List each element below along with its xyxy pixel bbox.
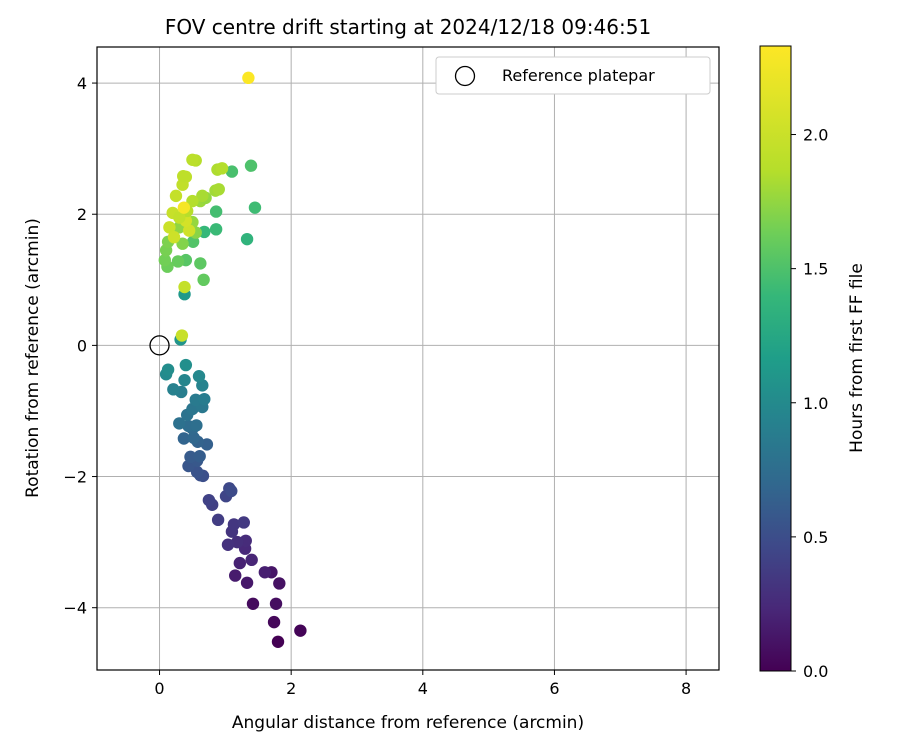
y-tick-label: 0 [77, 336, 87, 355]
scatter-point [209, 223, 223, 236]
scatter-point [246, 597, 260, 610]
scatter-point [175, 329, 189, 342]
reference-marker-layer [149, 335, 170, 356]
scatter-point [198, 392, 211, 406]
scatter-point [179, 358, 193, 372]
colorbar-tick-label: 0.0 [803, 662, 828, 681]
colorbar-ticks: 0.0 0.5 1.0 1.5 2.0 [791, 126, 828, 681]
scatter-point [192, 370, 206, 383]
y-axis-ticks: −4 −2 0 2 4 [63, 74, 97, 618]
scatter-point [248, 201, 262, 214]
reference-platepar-marker [149, 335, 170, 356]
scatter-point [163, 221, 176, 234]
scatter-point [171, 255, 185, 268]
scatter-point [225, 165, 239, 178]
scatter-point [240, 576, 254, 589]
scatter-point [177, 169, 190, 183]
y-tick-label: 2 [77, 205, 87, 224]
scatter-point [237, 516, 250, 529]
scatter-point [196, 189, 209, 203]
scatter-point [193, 450, 206, 463]
x-tick-label: 2 [286, 679, 296, 698]
scatter-point [225, 484, 238, 498]
scatter-point [267, 615, 281, 629]
y-tick-label: −2 [63, 468, 87, 487]
scatter-point [197, 273, 210, 287]
legend: Reference platepar [435, 56, 711, 95]
scatter-point [227, 518, 241, 531]
scatter-point [258, 566, 272, 579]
legend-label: Reference platepar [502, 66, 655, 85]
scatter-point [158, 253, 171, 267]
scatter-point [161, 363, 175, 376]
scatter-point [176, 237, 189, 250]
scatter-point [186, 194, 199, 208]
colorbar-label: Hours from first FF file [847, 263, 867, 453]
scatter-point [215, 162, 229, 175]
scatter-point [221, 538, 235, 551]
x-tick-label: 0 [154, 679, 164, 698]
scatter-point [212, 183, 225, 196]
y-tick-label: −4 [63, 599, 87, 618]
scatter-point [294, 624, 307, 637]
y-axis-label: Rotation from reference (arcmin) [23, 218, 43, 498]
colorbar-tick-label: 0.5 [803, 528, 828, 547]
scatter-point [173, 211, 186, 224]
legend-box [435, 56, 711, 95]
scatter-point [178, 280, 191, 294]
scatter-point [178, 373, 191, 387]
scatter-point [269, 597, 283, 610]
data-points [158, 71, 307, 649]
scatter-point [273, 577, 286, 590]
scatter-point [242, 71, 255, 85]
scatter-point [173, 417, 186, 430]
scatter-point [209, 205, 223, 218]
x-tick-label: 8 [681, 679, 691, 698]
plot-frame [96, 46, 720, 671]
scatter-point [169, 189, 183, 203]
scatter-point [245, 553, 258, 567]
scatter-point [211, 513, 225, 527]
scatter-point [167, 230, 181, 244]
x-axis-label: Angular distance from reference (arcmin) [232, 713, 584, 733]
scatter-point [177, 201, 191, 214]
colorbar [759, 45, 792, 672]
scatter-point [244, 159, 258, 172]
scatter-point [177, 432, 191, 445]
scatter-point [186, 153, 199, 166]
colorbar-tick-label: 2.0 [803, 126, 828, 145]
colorbar-tick-label: 1.0 [803, 394, 828, 413]
x-tick-label: 4 [418, 679, 428, 698]
scatter-point [190, 419, 203, 432]
y-tick-label: 4 [77, 74, 87, 93]
scatter-point [229, 569, 242, 582]
scatter-point [194, 257, 207, 270]
scatter-point [184, 450, 197, 464]
x-tick-label: 6 [549, 679, 559, 698]
scatter-point [182, 224, 196, 237]
scatter-point [240, 232, 254, 246]
legend-open-circle-marker [454, 65, 476, 87]
scatter-point [167, 383, 180, 396]
chart-title: FOV centre drift starting at 2024/12/18 … [165, 15, 651, 39]
scatter-point [187, 431, 200, 445]
colorbar-tick-label: 1.5 [803, 260, 828, 279]
scatter-point [202, 493, 216, 507]
scatter-point [271, 635, 285, 649]
x-axis-ticks: 0 2 4 6 8 [154, 670, 691, 698]
scatter-point [233, 556, 247, 570]
